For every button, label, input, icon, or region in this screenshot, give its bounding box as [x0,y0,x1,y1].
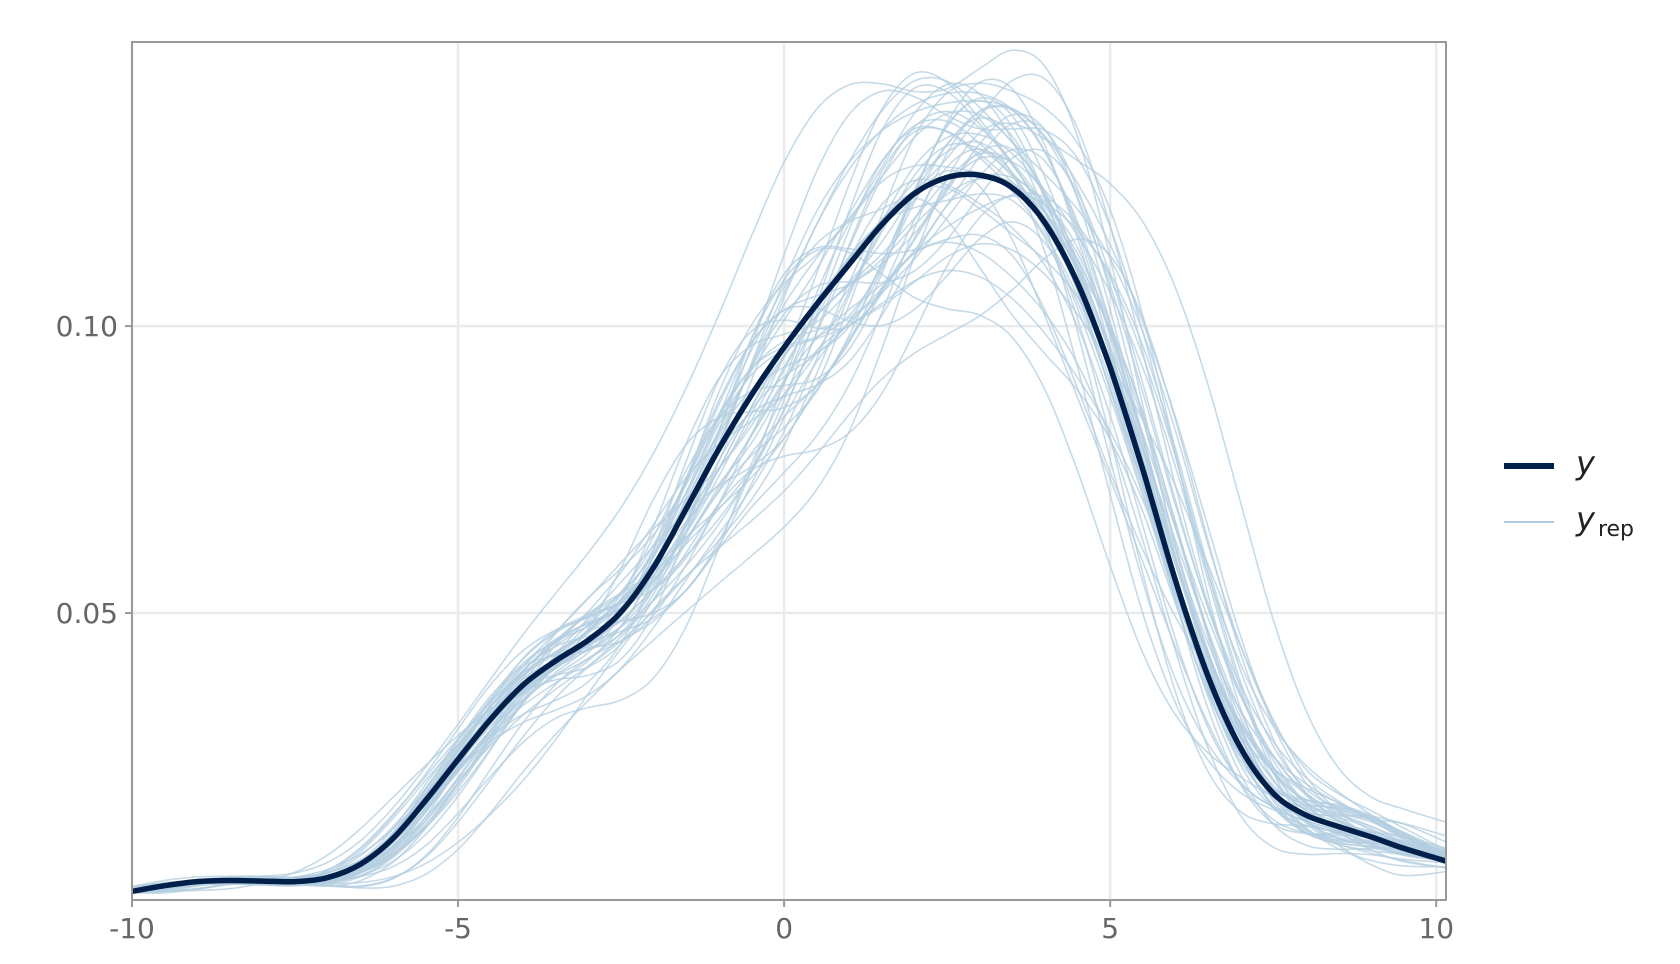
y-rep-line [132,247,1446,888]
y-rep-line [132,242,1446,895]
y-tick-label: 0.10 [56,310,118,343]
y-rep-line [132,113,1446,892]
y-rep-line [132,82,1446,891]
x-tick-label: 10 [1418,912,1454,945]
x-tick-label: -5 [444,912,472,945]
legend-label-main: y [1575,500,1596,538]
y-rep-line [132,192,1446,893]
legend-label-y-rep: y rep [1575,500,1634,542]
y-series-group [132,171,1446,895]
y-rep-line [132,140,1446,889]
grid-lines [130,42,1446,900]
legend-label-y: y [1575,444,1596,482]
y-tick-label: 0.05 [56,597,118,630]
y-rep-line [132,238,1446,893]
plot-frame [131,41,1447,901]
x-tick-label: -10 [109,912,155,945]
y-rep-line [132,195,1446,892]
y-rep-line [132,118,1446,892]
x-tick-label: 0 [775,912,793,945]
y-rep-line [132,120,1446,892]
axes: -10 -5 0 5 10 0.05 0.10 [56,310,1454,945]
plot-area [132,49,1446,895]
legend-label-subscript: rep [1598,517,1634,542]
y-line [132,171,1446,895]
y-rep-line [132,122,1446,892]
y-rep-line [132,132,1446,891]
x-tick-label: 5 [1101,912,1119,945]
legend: yy rep [1504,444,1634,542]
legend-label-main: y [1575,444,1596,482]
y-rep-line [132,104,1446,892]
y-rep-line [132,185,1446,893]
